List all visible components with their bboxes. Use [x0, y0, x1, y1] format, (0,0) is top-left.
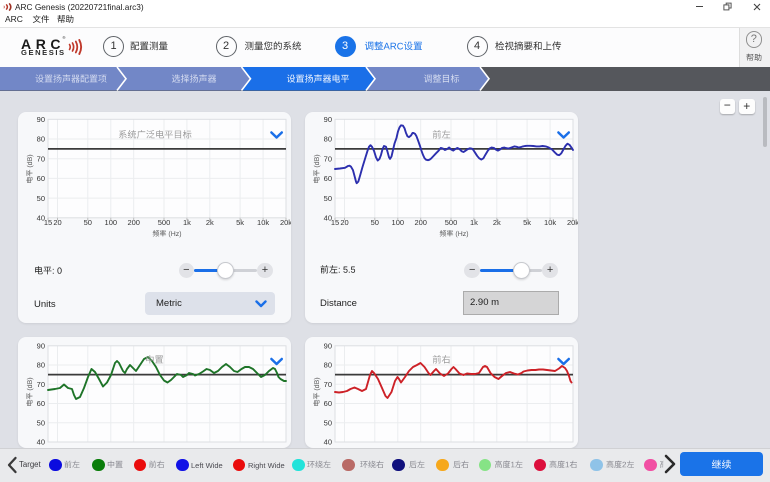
svg-text:80: 80	[324, 361, 332, 370]
svg-text:50: 50	[324, 418, 332, 427]
svg-text:10k: 10k	[257, 218, 269, 227]
svg-text:15: 15	[44, 218, 52, 227]
svg-text:60: 60	[324, 399, 332, 408]
svg-text:40: 40	[37, 214, 45, 223]
svg-text:2k: 2k	[206, 218, 214, 227]
svg-text:1k: 1k	[470, 218, 478, 227]
svg-text:50: 50	[37, 194, 45, 203]
svg-text:20k: 20k	[567, 218, 578, 227]
svg-text:50: 50	[37, 418, 45, 427]
svg-text:50: 50	[324, 194, 332, 203]
svg-text:100: 100	[392, 218, 405, 227]
svg-text:60: 60	[37, 174, 45, 183]
svg-text:1k: 1k	[183, 218, 191, 227]
svg-text:90: 90	[37, 342, 45, 351]
svg-text:80: 80	[324, 135, 332, 144]
svg-text:90: 90	[37, 115, 45, 124]
svg-text:200: 200	[414, 218, 427, 227]
svg-text:5k: 5k	[236, 218, 244, 227]
svg-text:20k: 20k	[280, 218, 291, 227]
svg-text:70: 70	[37, 380, 45, 389]
svg-text:50: 50	[371, 218, 379, 227]
svg-text:100: 100	[105, 218, 118, 227]
svg-text:5k: 5k	[523, 218, 531, 227]
svg-text:15: 15	[331, 218, 339, 227]
svg-text:80: 80	[37, 135, 45, 144]
svg-text:90: 90	[324, 115, 332, 124]
svg-text:200: 200	[127, 218, 140, 227]
svg-text:20: 20	[340, 218, 348, 227]
svg-text:50: 50	[84, 218, 92, 227]
svg-text:40: 40	[324, 438, 332, 447]
svg-text:70: 70	[324, 380, 332, 389]
svg-text:2k: 2k	[493, 218, 501, 227]
svg-text:40: 40	[37, 438, 45, 447]
svg-text:500: 500	[445, 218, 458, 227]
svg-text:20: 20	[53, 218, 61, 227]
svg-text:500: 500	[158, 218, 171, 227]
svg-text:60: 60	[324, 174, 332, 183]
svg-text:40: 40	[324, 214, 332, 223]
svg-text:10k: 10k	[544, 218, 556, 227]
svg-text:60: 60	[37, 399, 45, 408]
svg-text:70: 70	[324, 154, 332, 163]
svg-text:80: 80	[37, 361, 45, 370]
svg-text:90: 90	[324, 342, 332, 351]
svg-text:70: 70	[37, 154, 45, 163]
